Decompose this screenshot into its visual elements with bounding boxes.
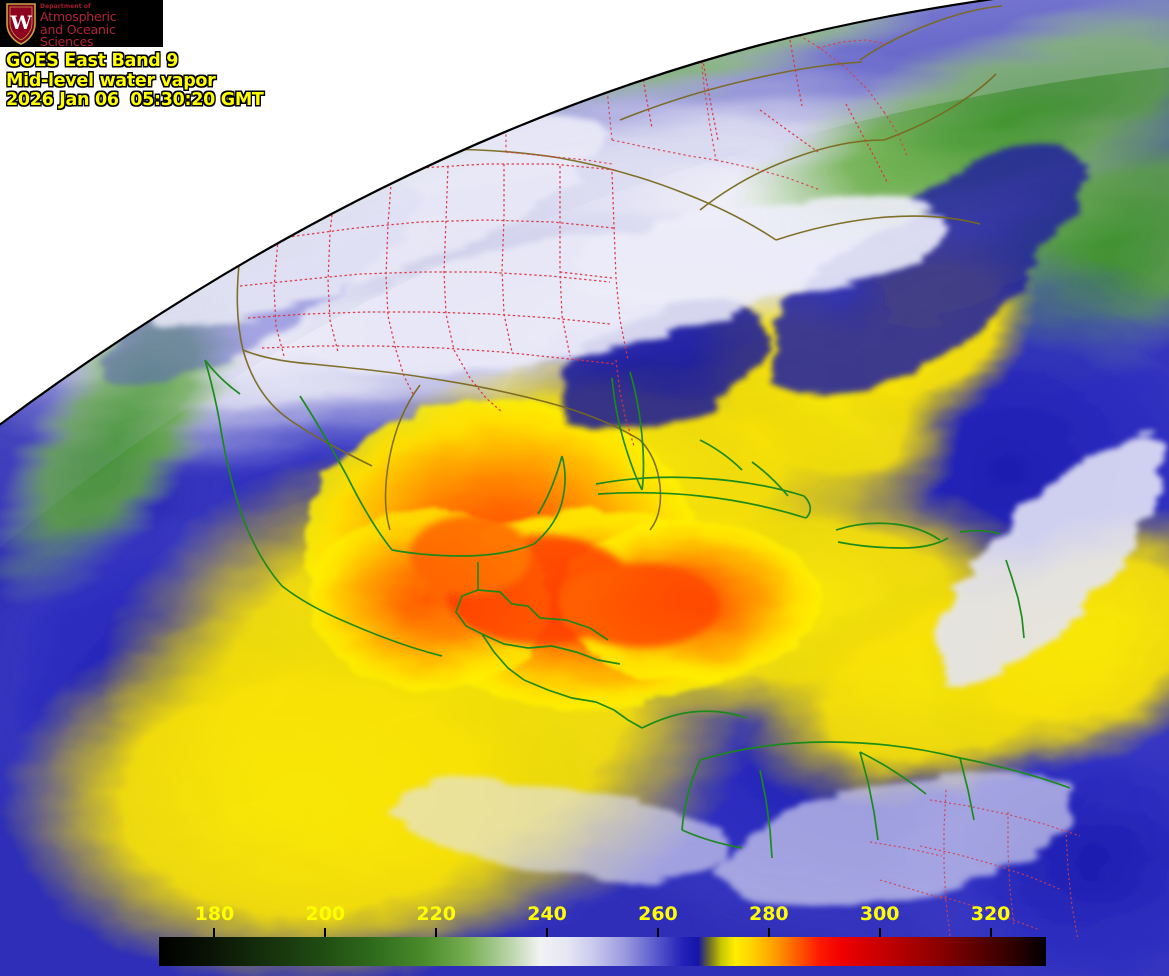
colorbar-tick [989, 928, 992, 937]
colorbar-tick-label: 180 [194, 903, 235, 925]
colorbar-tick-label: 280 [748, 903, 789, 925]
uw-crest-icon: W [6, 3, 36, 45]
svg-text:W: W [9, 12, 32, 34]
colorbar-tick [878, 928, 881, 937]
logo-line1: Atmospheric [40, 9, 117, 24]
image-title-block: GOES East Band 9 Mid-level water vapor 2… [6, 51, 486, 111]
colorbar-tick [213, 928, 216, 937]
colorbar-tick-label: 320 [970, 903, 1011, 925]
colorbar: 180 200 220 240 260 280 300 320 [159, 905, 1046, 967]
colorbar-ticks [159, 928, 1046, 937]
colorbar-tick-label: 240 [527, 903, 567, 925]
colorbar-tick [767, 928, 770, 937]
earth-limb-line [0, 0, 994, 426]
logo-dept-label: Department of [40, 3, 91, 10]
colorbar-tick-label: 200 [305, 903, 346, 925]
country-border-overlay [204, 359, 1071, 859]
colorbar-tick [435, 928, 438, 937]
title-product: Mid-level water vapor [6, 70, 216, 91]
title-timestamp: 2026 Jan 06 05:30:20 GMT [6, 90, 264, 110]
south-america-state-border-overlay [869, 789, 1081, 941]
colorbar-tick-label: 260 [638, 903, 678, 925]
colorbar-tick [546, 928, 549, 937]
uw-madison-logo: W Department of Atmospheric and Oceanic … [0, 0, 163, 47]
colorbar-gradient [159, 937, 1046, 966]
colorbar-tick-label: 220 [416, 903, 457, 925]
colorbar-tick [656, 928, 659, 937]
logo-line2: and Oceanic Sciences [40, 21, 116, 47]
title-satellite-band: GOES East Band 9 [6, 51, 179, 71]
colorbar-tick [324, 928, 327, 937]
colorbar-tick-label: 300 [859, 903, 900, 925]
